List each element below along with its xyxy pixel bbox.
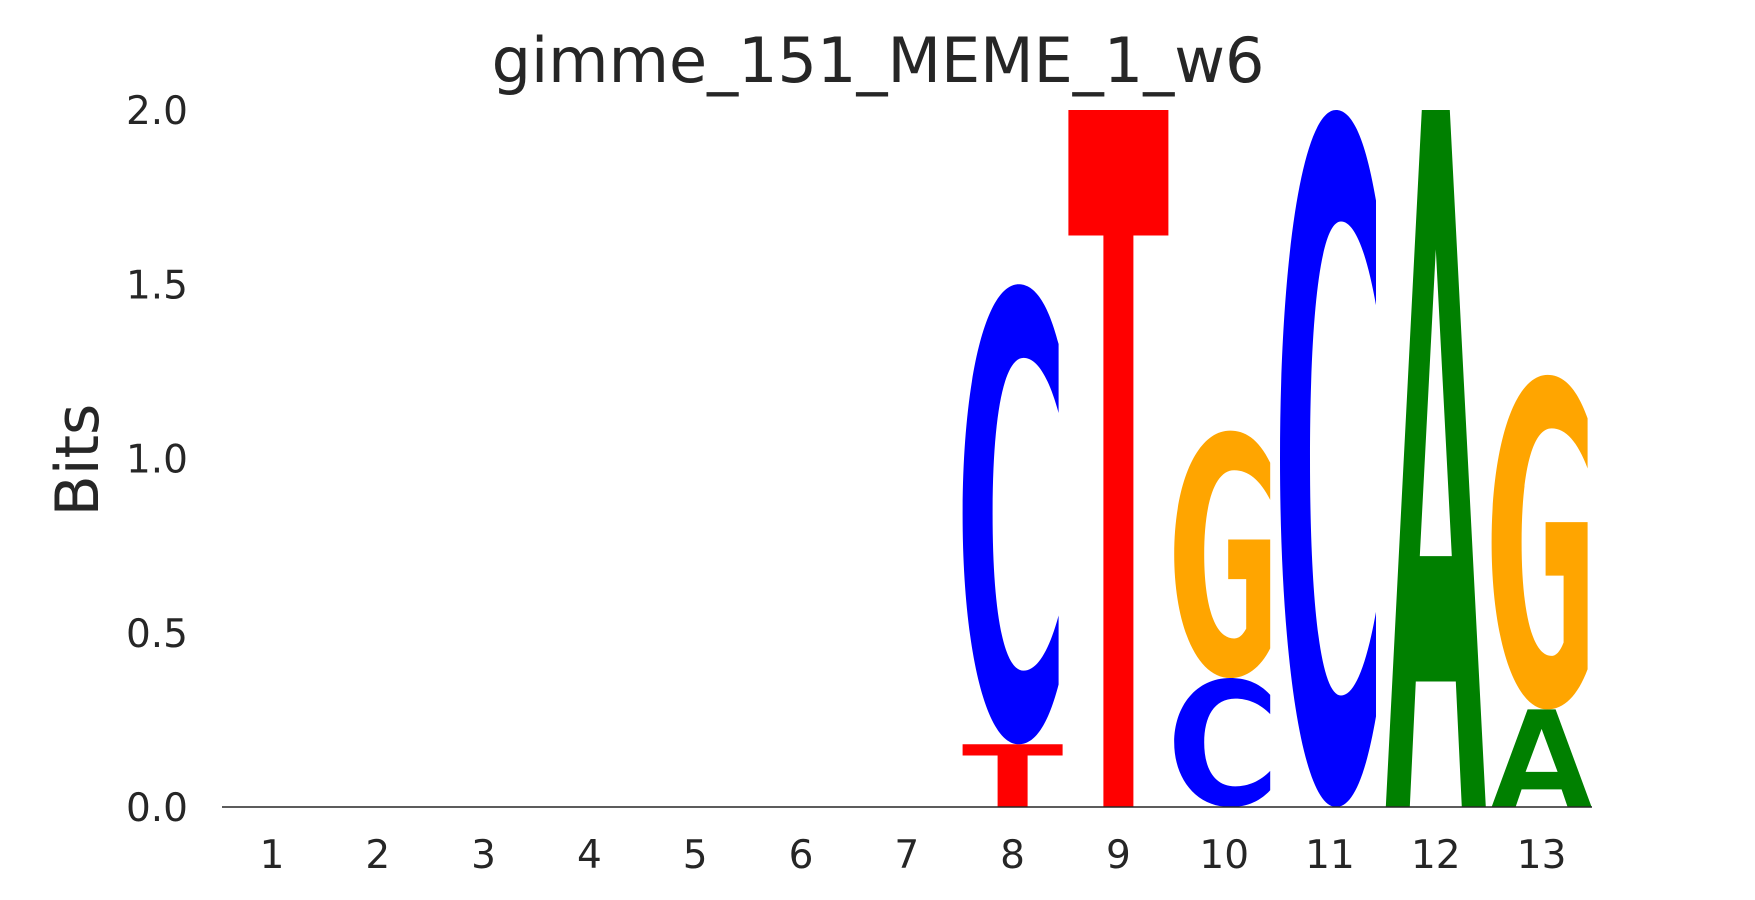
x-tick-label: 8 [1000,833,1025,878]
x-tick-label: 9 [1106,833,1131,878]
y-tick-label: 0.0 [126,786,188,831]
x-tick-label: 12 [1411,833,1461,878]
letter-C-pos10 [1174,678,1271,807]
letter-G-pos10 [1174,430,1271,679]
x-tick-label: 5 [683,833,708,878]
x-tick-label: 7 [894,833,919,878]
x-tick-label: 11 [1305,833,1355,878]
x-axis-ticks: 1 2 3 4 5 6 7 8 9 10 11 12 13 [260,833,1567,878]
y-tick-label: 1.0 [126,438,188,483]
y-axis-label: Bits [43,404,113,517]
letter-A-pos13 [1491,709,1592,807]
letter-T-pos8 [962,744,1063,807]
y-tick-label: 0.5 [126,612,188,657]
y-axis-ticks: 0.0 0.5 1.0 1.5 2.0 [126,89,188,831]
x-tick-label: 4 [577,833,602,878]
x-tick-label: 10 [1199,833,1249,878]
letter-G-pos13 [1491,374,1588,710]
x-tick-label: 6 [789,833,814,878]
chart-title: gimme_151_MEME_1_w6 [492,24,1265,97]
letter-T-pos9 [1068,110,1169,807]
x-tick-label: 13 [1517,833,1567,878]
letter-C-pos8 [962,284,1059,745]
x-tick-label: 3 [471,833,496,878]
letter-stacks [962,110,1592,807]
letter-C-pos11 [1280,110,1376,807]
x-tick-label: 1 [260,833,285,878]
x-tick-label: 2 [365,833,390,878]
letter-A-pos12 [1385,110,1486,807]
y-tick-label: 2.0 [126,89,188,134]
y-tick-label: 1.5 [126,263,188,308]
